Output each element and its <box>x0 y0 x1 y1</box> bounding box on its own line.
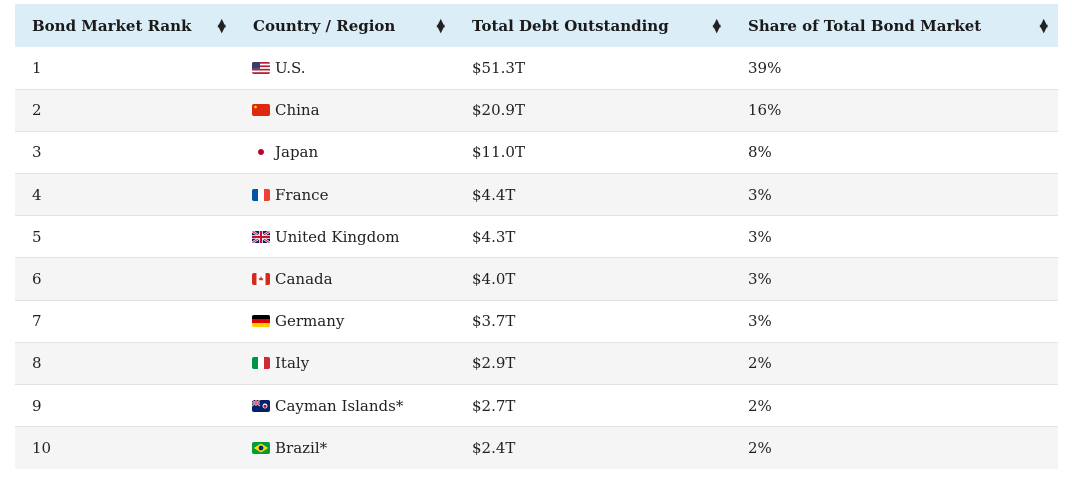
country-name: Brazil* <box>275 439 328 458</box>
table-row: 4 France $4.4T 3% <box>15 173 1058 216</box>
country-cell: Germany <box>236 300 455 342</box>
brazil-flag-icon <box>252 442 270 455</box>
table-row: 8 Italy $2.9T 2% <box>15 342 1058 385</box>
rank-cell: 1 <box>32 58 42 77</box>
rank-cell: 4 <box>32 185 42 204</box>
share-cell: 8% <box>748 143 772 162</box>
country-cell: Japan <box>236 131 455 173</box>
table-row: 10 Brazil* $2.4T 2% <box>15 426 1058 469</box>
share-cell: 2% <box>748 354 772 373</box>
japan-flag-icon <box>252 146 270 159</box>
table-body: 1 U.S. $51.3T 39% 2 China $20.9T 16% 3 Japan $11.0… <box>15 47 1058 469</box>
debt-cell: $3.7T <box>472 312 516 331</box>
rank-cell: 5 <box>32 227 42 246</box>
debt-cell: $4.0T <box>472 270 516 289</box>
bond-market-table-container: Bond Market Rank ▲ ▼ Country / Region ▲ ▼ To… <box>15 4 1058 469</box>
country-name: Cayman Islands* <box>275 396 404 415</box>
debt-cell: $2.4T <box>472 439 516 458</box>
table-row: 3 Japan $11.0T 8% <box>15 131 1058 174</box>
country-cell: U.S. <box>236 47 455 89</box>
column-header-share[interactable]: Share of Total Bond Market ▲ ▼ <box>748 15 1048 35</box>
rank-cell: 9 <box>32 396 42 415</box>
debt-cell: $4.3T <box>472 227 516 246</box>
debt-cell: $2.7T <box>472 396 516 415</box>
debt-cell: $51.3T <box>472 58 525 77</box>
canada-flag-icon <box>252 273 270 286</box>
country-name: Canada <box>275 270 333 289</box>
cayman-islands-flag-icon <box>252 399 270 412</box>
table-row: 9 Cayman Islands* $2.7T 2% <box>15 385 1058 427</box>
table-row: 1 U.S. $51.3T 39% <box>15 47 1058 90</box>
rank-cell: 2 <box>32 101 42 120</box>
share-cell: 2% <box>748 396 772 415</box>
share-cell: 3% <box>748 185 772 204</box>
share-cell: 2% <box>748 439 772 458</box>
country-name: China <box>275 101 320 120</box>
column-header-country[interactable]: Country / Region ▲ ▼ <box>253 15 445 35</box>
column-header-debt[interactable]: Total Debt Outstanding ▲ ▼ <box>472 15 721 35</box>
italy-flag-icon <box>252 357 270 370</box>
table-row: 7 Germany $3.7T 3% <box>15 300 1058 343</box>
debt-cell: $20.9T <box>472 101 525 120</box>
rank-cell: 10 <box>32 439 52 458</box>
table-row: 6 Canada $4.0T 3% <box>15 257 1058 301</box>
share-cell: 39% <box>748 58 782 77</box>
country-name: United Kingdom <box>275 227 400 246</box>
share-cell: 3% <box>748 270 772 289</box>
debt-cell: $11.0T <box>472 143 525 162</box>
rank-cell: 8 <box>32 354 42 373</box>
rank-cell: 7 <box>32 312 42 331</box>
germany-flag-icon <box>252 315 270 328</box>
us-flag-icon <box>252 61 270 74</box>
france-flag-icon <box>252 188 270 201</box>
uk-flag-icon <box>252 230 270 243</box>
share-cell: 3% <box>748 227 772 246</box>
country-cell: United Kingdom <box>236 216 455 258</box>
country-cell: Canada <box>236 258 455 300</box>
country-name: U.S. <box>275 58 306 77</box>
sort-icon[interactable]: ▲ ▼ <box>712 15 721 35</box>
country-cell: China <box>236 89 455 131</box>
country-name: Italy <box>275 354 310 373</box>
column-header-rank[interactable]: Bond Market Rank ▲ ▼ <box>32 15 226 35</box>
china-flag-icon <box>252 104 270 117</box>
sort-icon[interactable]: ▲ ▼ <box>436 15 445 35</box>
country-name: France <box>275 185 329 204</box>
table-header-row: Bond Market Rank ▲ ▼ Country / Region ▲ ▼ To… <box>15 4 1058 47</box>
rank-cell: 6 <box>32 270 42 289</box>
country-name: Germany <box>275 312 345 331</box>
share-cell: 16% <box>748 101 782 120</box>
debt-cell: $4.4T <box>472 185 516 204</box>
country-cell: Italy <box>236 342 455 384</box>
share-cell: 3% <box>748 312 772 331</box>
country-cell: Brazil* <box>236 427 455 469</box>
country-cell: Cayman Islands* <box>236 385 455 427</box>
country-name: Japan <box>275 143 319 162</box>
debt-cell: $2.9T <box>472 354 516 373</box>
rank-cell: 3 <box>32 143 42 162</box>
sort-icon[interactable]: ▲ ▼ <box>1039 15 1048 35</box>
sort-icon[interactable]: ▲ ▼ <box>217 15 226 35</box>
table-row: 2 China $20.9T 16% <box>15 89 1058 132</box>
table-row: 5 United Kingdom $4.3T 3% <box>15 216 1058 258</box>
bond-market-table: Bond Market Rank ▲ ▼ Country / Region ▲ ▼ To… <box>15 4 1058 469</box>
country-cell: France <box>236 174 455 216</box>
